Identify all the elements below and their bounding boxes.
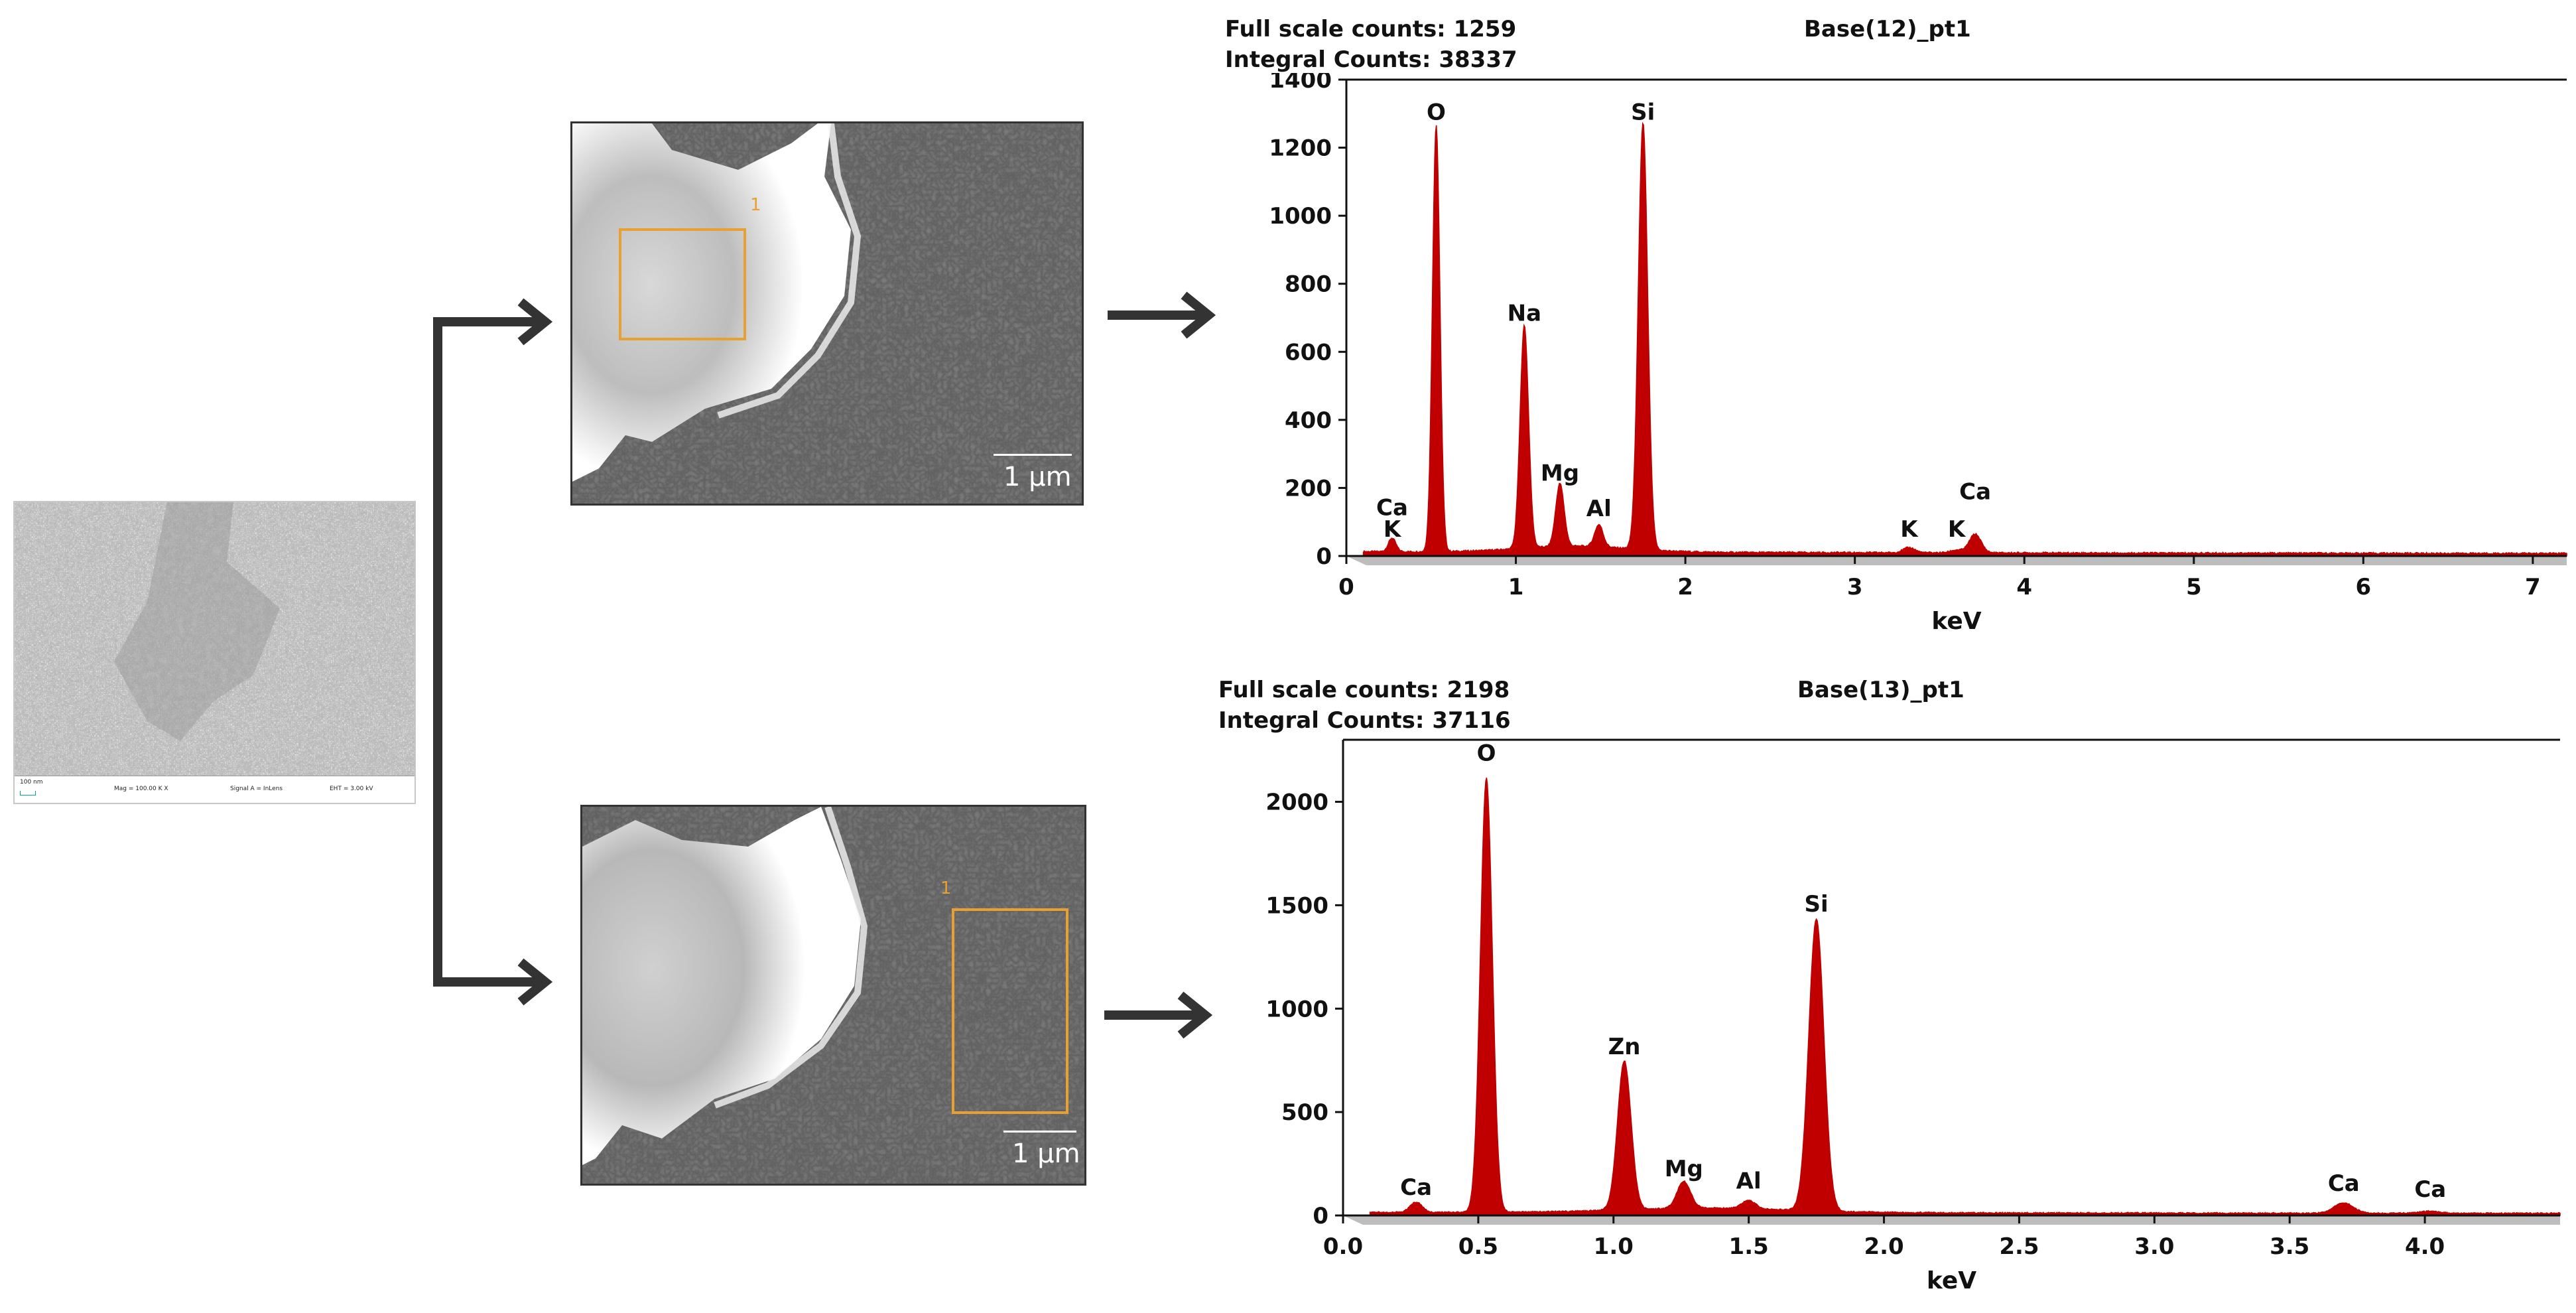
x-tick-label: 3.5 — [2270, 1233, 2309, 1260]
x-tick-label: 1 — [1508, 574, 1524, 600]
y-tick-label: 1000 — [1269, 203, 1332, 230]
spectrum-top-name: Base(12)_pt1 — [1804, 16, 1971, 42]
spectrum-bottom-integral: Integral Counts: 37116 — [1218, 707, 1511, 734]
peak-label-zn: Zn — [1608, 1034, 1641, 1060]
x-tick-label: 0.5 — [1458, 1233, 1498, 1260]
peak-label-mg: Mg — [1665, 1156, 1703, 1182]
overview-signal: Signal A = InLens — [230, 786, 283, 792]
arrowhead-top-spectrum — [1181, 291, 1216, 339]
spectrum-chart-bottom: 0 500 1000 1500 2000 0.0 0.5 1.0 1.5 2.0 2.5 3.0 3.5… — [1265, 738, 2561, 1294]
y-tick-label: 500 — [1281, 1099, 1328, 1126]
region-box-bottom — [952, 908, 1068, 1114]
spectrum-top-full-scale: Full scale counts: 1259 — [1225, 16, 1517, 42]
y-tick-label: 400 — [1285, 407, 1332, 434]
sem-image-top-texture — [572, 123, 1082, 504]
peak-label-k: K — [1384, 516, 1402, 543]
overview-sem-image: 100 nm Mag = 100.00 K X Signal A = InLen… — [13, 501, 416, 804]
overview-mag: Mag = 100.00 K X — [114, 786, 168, 792]
sem-image-bottom: 1 1 µm — [580, 805, 1086, 1186]
arrowhead-top-image — [517, 298, 553, 346]
peak-label-o: O — [1427, 100, 1446, 126]
scale-label-bottom: 1 µm — [1012, 1139, 1080, 1169]
region-label-bottom: 1 — [940, 878, 952, 898]
y-tick-label: 800 — [1285, 271, 1332, 298]
peak-label-ca: Ca — [1400, 1174, 1432, 1201]
spectrum-bottom-name: Base(13)_pt1 — [1797, 677, 1964, 703]
peak-label-k: K — [1900, 516, 1919, 543]
x-tick-label: 2.0 — [1864, 1233, 1903, 1260]
sem-image-bottom-texture — [582, 807, 1084, 1184]
x-tick-label: 3 — [1847, 574, 1863, 600]
y-tick-label: 1200 — [1269, 135, 1332, 162]
y-tick-label: 1000 — [1265, 996, 1328, 1022]
region-label-top: 1 — [750, 195, 761, 215]
x-tick-label: 2.5 — [1999, 1233, 2039, 1260]
peak-label-ca: Ca — [2328, 1170, 2360, 1197]
sem-image-top: 1 1 µm — [570, 121, 1084, 506]
peak-label-si: Si — [1631, 100, 1655, 126]
peak-label-k: K — [1948, 516, 1966, 543]
region-box-top — [619, 228, 746, 340]
overview-sem-texture — [15, 502, 415, 776]
y-tick-label: 200 — [1285, 475, 1332, 502]
plot-floor-shade — [1346, 556, 2567, 565]
y-tick-label: 2000 — [1265, 790, 1328, 816]
y-tick-label: 600 — [1285, 339, 1332, 366]
peak-label-al: Al — [1586, 496, 1612, 522]
overview-footer: 100 nm Mag = 100.00 K X Signal A = InLen… — [15, 776, 415, 803]
x-tick-label: 1.0 — [1594, 1233, 1634, 1260]
peak-label-ca: Ca — [1376, 494, 1408, 521]
x-tick-label: 3.0 — [2134, 1233, 2174, 1260]
x-tick-label: 0 — [1338, 574, 1354, 600]
arrowhead-bottom-image — [517, 958, 553, 1006]
scale-bar-bottom — [1003, 1131, 1076, 1133]
overview-eht: EHT = 3.00 kV — [330, 786, 373, 792]
x-axis-label: keV — [1931, 608, 1981, 635]
plot-frame — [1345, 78, 2567, 556]
peak-label-al: Al — [1736, 1168, 1762, 1195]
x-tick-label: 6 — [2355, 574, 2371, 600]
x-tick-label: 5 — [2186, 574, 2202, 600]
spectrum-bottom-full-scale: Full scale counts: 2198 — [1218, 677, 1510, 703]
peak-label-ca: Ca — [1959, 479, 1991, 506]
x-axis-label: keV — [1927, 1267, 1976, 1294]
plot-floor-shade — [1343, 1215, 2560, 1225]
peak-label-na: Na — [1508, 300, 1541, 326]
spectrum-series — [1362, 121, 2567, 557]
peak-label-o: O — [1477, 740, 1496, 766]
x-tick-label: 4.0 — [2405, 1233, 2445, 1260]
peak-label-ca: Ca — [2414, 1176, 2446, 1203]
y-tick-label: 0 — [1313, 1203, 1328, 1229]
scale-bar-top — [994, 454, 1072, 456]
arrowhead-bottom-spectrum — [1177, 991, 1213, 1039]
y-tick-label: 1400 — [1269, 73, 1332, 94]
y-tick-label: 0 — [1316, 543, 1332, 570]
plot-frame — [1342, 738, 2560, 1215]
y-tick-label: 1500 — [1265, 892, 1328, 919]
overview-scale-bar — [20, 791, 36, 795]
peak-label-si: Si — [1805, 891, 1829, 918]
x-tick-label: 4 — [2016, 574, 2032, 600]
peak-label-mg: Mg — [1541, 460, 1579, 486]
x-tick-label: 1.5 — [1729, 1233, 1769, 1260]
x-tick-label: 0.0 — [1323, 1233, 1363, 1260]
x-tick-label: 7 — [2525, 574, 2541, 600]
spectrum-top-integral: Integral Counts: 38337 — [1225, 46, 1517, 73]
spectrum-series — [1370, 778, 2561, 1216]
x-tick-label: 2 — [1677, 574, 1693, 600]
overview-scale-label: 100 nm — [20, 779, 43, 786]
scale-label-top: 1 µm — [1003, 462, 1072, 492]
